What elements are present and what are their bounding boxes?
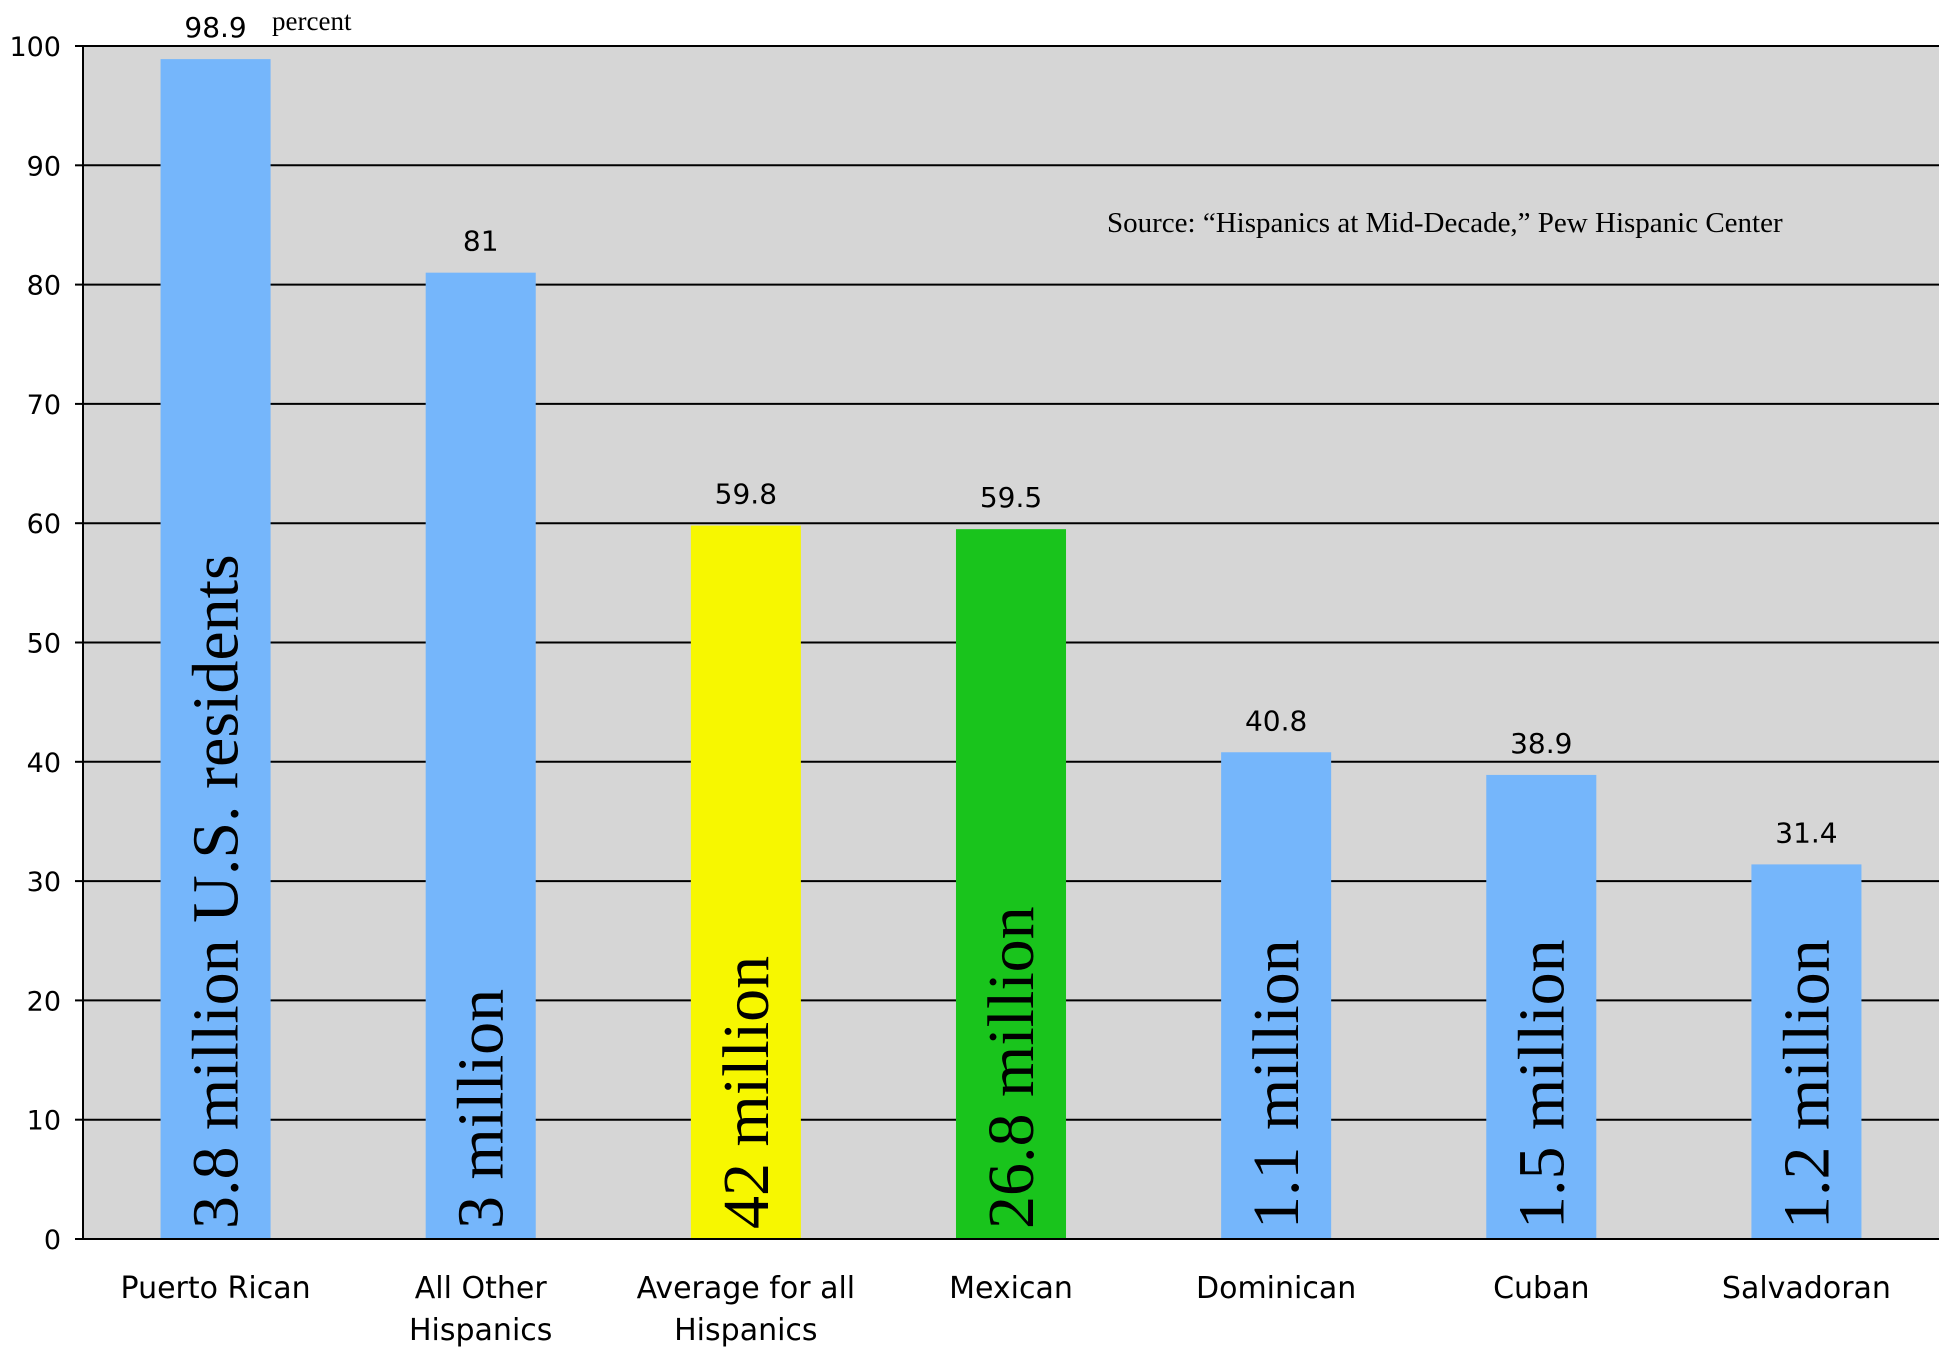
category-label: Puerto Rican [121,1271,311,1306]
category-label: All Other [415,1271,548,1306]
bar [690,525,801,1239]
bar [1221,752,1332,1239]
value-label: 81 [463,225,499,258]
y-tick-label: 60 [27,509,61,540]
bar-inner-label: 1.2 million [1770,939,1843,1229]
bar [160,59,271,1239]
y-tick-label: 40 [27,748,61,779]
category-label: Hispanics [409,1313,552,1347]
y-tick-label: 70 [27,390,61,421]
value-label: 59.5 [980,481,1042,514]
y-tick-label: 20 [27,986,61,1017]
y-tick-label: 50 [27,629,61,660]
category-label: Salvadoran [1722,1271,1891,1306]
bar [955,529,1067,1239]
y-tick-label: 10 [27,1106,61,1137]
bar-inner-label: 1.1 million [1240,939,1313,1229]
x-axis-category-labels: Puerto Rican All Other Hispanics Average fo… [121,1271,1891,1347]
bar-inner-label: 26.8 million [975,906,1048,1229]
y-tick-label: 100 [9,32,61,63]
value-label: 98.9 [184,11,246,44]
y-tick-label: 0 [44,1225,61,1256]
category-label: Hispanics [674,1313,817,1347]
y-tick-label: 90 [27,151,61,182]
y-tick-label: 80 [27,271,61,302]
category-label: Dominican [1196,1271,1356,1306]
value-labels: 98.9 81 59.8 59.5 40.8 38.9 31.4 [184,11,1837,849]
category-label: Average for all [637,1271,856,1306]
bar [1751,864,1862,1239]
bar-inner-label: 42 million [710,956,783,1229]
bar-inner-label: 3 million [445,989,518,1229]
bar-inner-labels: 3.8 million U.S. residents 3 million 42 mi… [180,554,1844,1229]
bars [160,59,1862,1239]
y-axis-ticks: 0 10 20 30 40 50 60 70 80 90 100 [9,32,83,1256]
value-label: 59.8 [715,478,777,511]
bar-inner-label: 1.5 million [1505,939,1578,1229]
category-label: Cuban [1493,1271,1589,1306]
category-label: Mexican [949,1271,1073,1306]
bar [425,272,536,1239]
value-label: 38.9 [1510,727,1572,760]
y-tick-label: 30 [27,867,61,898]
bar-inner-label: 3.8 million U.S. residents [180,554,253,1229]
unit-note: percent [272,6,352,36]
value-label: 40.8 [1245,704,1307,737]
source-note: Source: “Hispanics at Mid-Decade,” Pew H… [1107,207,1783,239]
value-label: 31.4 [1775,816,1837,849]
bar [1486,774,1597,1239]
